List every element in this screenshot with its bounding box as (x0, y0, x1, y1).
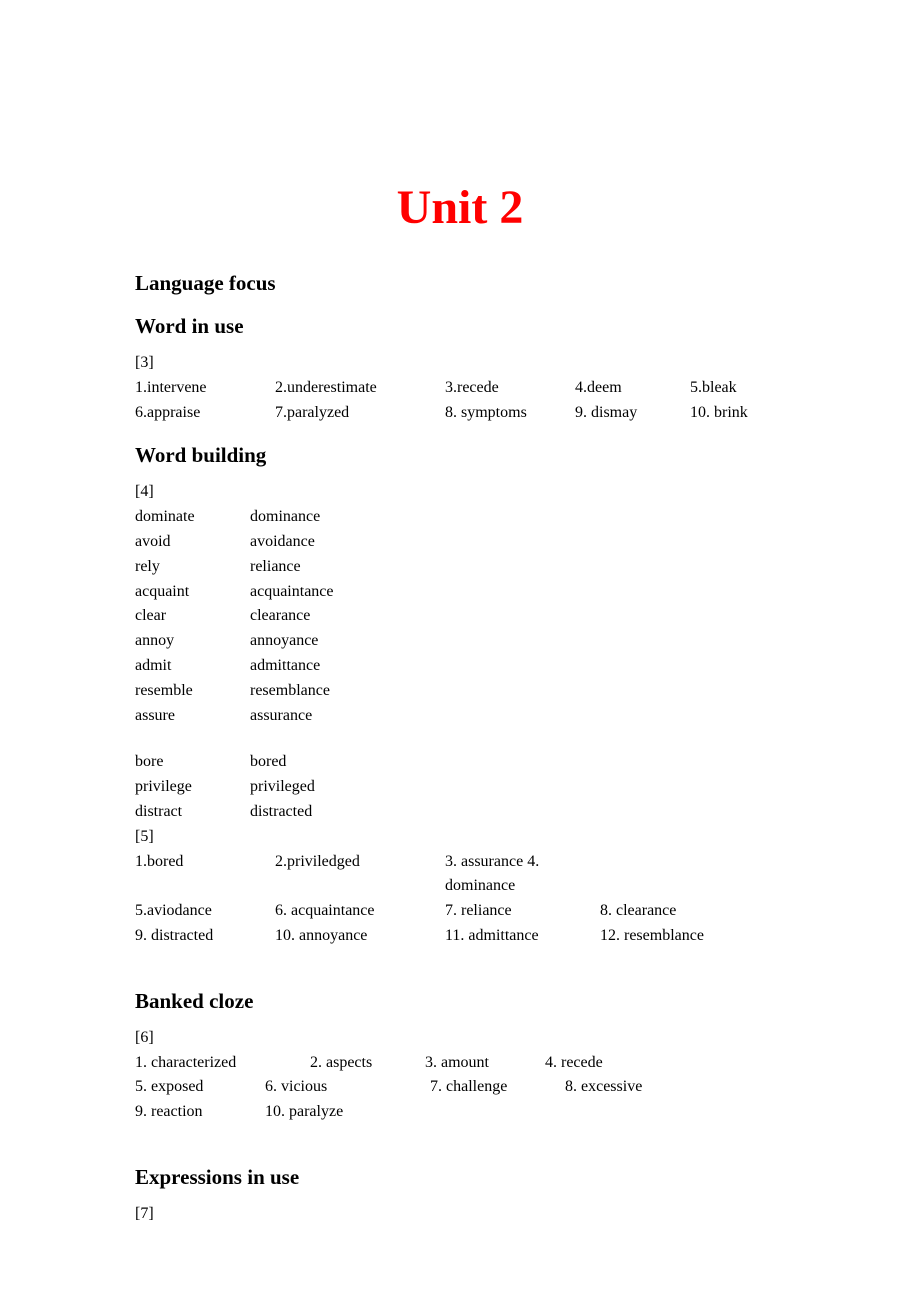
cell: 10. paralyze (265, 1100, 430, 1125)
banked-cloze-row: 5. exposed 6. vicious 7. challenge 8. ex… (135, 1075, 785, 1100)
heading-expressions-in-use: Expressions in use (135, 1165, 785, 1190)
cell: distracted (250, 800, 312, 825)
bracket-4: [4] (135, 480, 785, 505)
cell: annoyance (250, 629, 318, 654)
banked-cloze-row: 9. reaction 10. paralyze (135, 1100, 785, 1125)
cell: 1.intervene (135, 376, 275, 401)
cell: clearance (250, 604, 310, 629)
cell: 8. symptoms (445, 401, 575, 426)
cell: 1.bored (135, 850, 275, 900)
cell: 5.bleak (690, 376, 737, 401)
spacer (135, 949, 785, 971)
cell: 12. resemblance (600, 924, 704, 949)
cell: admittance (250, 654, 320, 679)
cell: 2. aspects (310, 1051, 425, 1076)
cell: 3. assurance 4. dominance (445, 850, 600, 900)
cell: assurance (250, 704, 312, 729)
cell: 2.underestimate (275, 376, 445, 401)
cell: bore (135, 750, 250, 775)
cell: acquaint (135, 580, 250, 605)
cell: reliance (250, 555, 301, 580)
word-pair: avoidavoidance (135, 530, 785, 555)
word-pair: admitadmittance (135, 654, 785, 679)
banked-cloze-row: 1. characterized 2. aspects 3. amount 4.… (135, 1051, 785, 1076)
cell: 7.paralyzed (275, 401, 445, 426)
bracket-3: [3] (135, 351, 785, 376)
word-building-row: 9. distracted 10. annoyance 11. admittan… (135, 924, 785, 949)
cell: admit (135, 654, 250, 679)
bracket-5: [5] (135, 825, 785, 850)
word-pair: borebored (135, 750, 785, 775)
word-pair: distractdistracted (135, 800, 785, 825)
word-building-row: 5.aviodance 6. acquaintance 7. reliance … (135, 899, 785, 924)
cell: 7. reliance (445, 899, 600, 924)
word-building-row: 1.bored 2.priviledged 3. assurance 4. do… (135, 850, 785, 900)
cell: assure (135, 704, 250, 729)
cell: 9. distracted (135, 924, 275, 949)
bracket-6: [6] (135, 1026, 785, 1051)
spacer (135, 728, 785, 750)
cell: 5. exposed (135, 1075, 265, 1100)
word-pair: annoyannoyance (135, 629, 785, 654)
cell: 3.recede (445, 376, 575, 401)
unit-title: Unit 2 (135, 180, 785, 235)
cell: 10. brink (690, 401, 748, 426)
cell: dominate (135, 505, 250, 530)
cell: 6. vicious (265, 1075, 430, 1100)
word-in-use-row: 1.intervene 2.underestimate 3.recede 4.d… (135, 376, 785, 401)
word-pair: relyreliance (135, 555, 785, 580)
cell: annoy (135, 629, 250, 654)
cell: 6. acquaintance (275, 899, 445, 924)
cell: rely (135, 555, 250, 580)
heading-word-in-use: Word in use (135, 314, 785, 339)
bracket-7: [7] (135, 1202, 785, 1227)
cell: distract (135, 800, 250, 825)
cell: 10. annoyance (275, 924, 445, 949)
word-pair: assureassurance (135, 704, 785, 729)
cell: bored (250, 750, 286, 775)
cell: 3. amount (425, 1051, 545, 1076)
cell: dominance (250, 505, 320, 530)
cell: 8. clearance (600, 899, 676, 924)
word-pair: clearclearance (135, 604, 785, 629)
cell: acquaintance (250, 580, 334, 605)
heading-word-building: Word building (135, 443, 785, 468)
cell: 9. dismay (575, 401, 690, 426)
word-in-use-row: 6.appraise 7.paralyzed 8. symptoms 9. di… (135, 401, 785, 426)
cell: resemblance (250, 679, 330, 704)
word-pair: acquaintacquaintance (135, 580, 785, 605)
cell: avoidance (250, 530, 315, 555)
cell: 4.deem (575, 376, 690, 401)
spacer (135, 1125, 785, 1147)
cell: 2.priviledged (275, 850, 445, 900)
cell: 6.appraise (135, 401, 275, 426)
cell: resemble (135, 679, 250, 704)
page: Unit 2 Language focus Word in use [3] 1.… (0, 0, 920, 1302)
cell: privilege (135, 775, 250, 800)
word-pair: resembleresemblance (135, 679, 785, 704)
cell: 7. challenge (430, 1075, 565, 1100)
cell: privileged (250, 775, 315, 800)
cell: 11. admittance (445, 924, 600, 949)
cell (430, 1100, 565, 1125)
cell: avoid (135, 530, 250, 555)
cell: 4. recede (545, 1051, 603, 1076)
cell: 8. excessive (565, 1075, 642, 1100)
cell: clear (135, 604, 250, 629)
cell: 9. reaction (135, 1100, 265, 1125)
cell: 5.aviodance (135, 899, 275, 924)
heading-banked-cloze: Banked cloze (135, 989, 785, 1014)
word-pair: dominatedominance (135, 505, 785, 530)
word-pair: privilegeprivileged (135, 775, 785, 800)
heading-language-focus: Language focus (135, 271, 785, 296)
cell: 1. characterized (135, 1051, 310, 1076)
